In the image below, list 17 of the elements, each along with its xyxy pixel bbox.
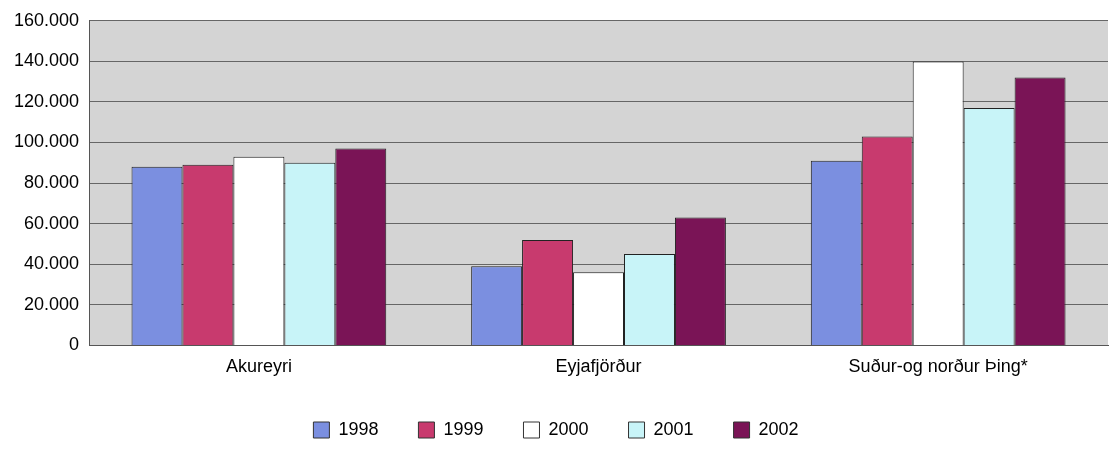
legend-label: 2001 — [653, 418, 694, 439]
legend-label: 1999 — [443, 418, 484, 439]
y-tick-label: 120.000 — [13, 90, 80, 111]
y-tick-label: 160.000 — [13, 9, 80, 30]
y-tick-label: 20.000 — [24, 293, 80, 314]
x-tick-label: Suður-og norður Þing* — [848, 356, 1028, 377]
y-tick-label: 80.000 — [24, 172, 80, 193]
legend-label: 2002 — [758, 418, 799, 439]
y-tick-label: 100.000 — [13, 131, 80, 152]
y-tick-label: 140.000 — [13, 50, 80, 71]
legend-label: 1998 — [338, 418, 379, 439]
y-tick-label: 0 — [69, 334, 80, 355]
x-tick-label: Akureyri — [225, 356, 292, 377]
legend-label: 2000 — [548, 418, 589, 439]
y-tick-label: 40.000 — [24, 253, 80, 274]
y-tick-label: 60.000 — [24, 212, 80, 233]
x-tick-label: Eyjafjörður — [555, 356, 642, 377]
